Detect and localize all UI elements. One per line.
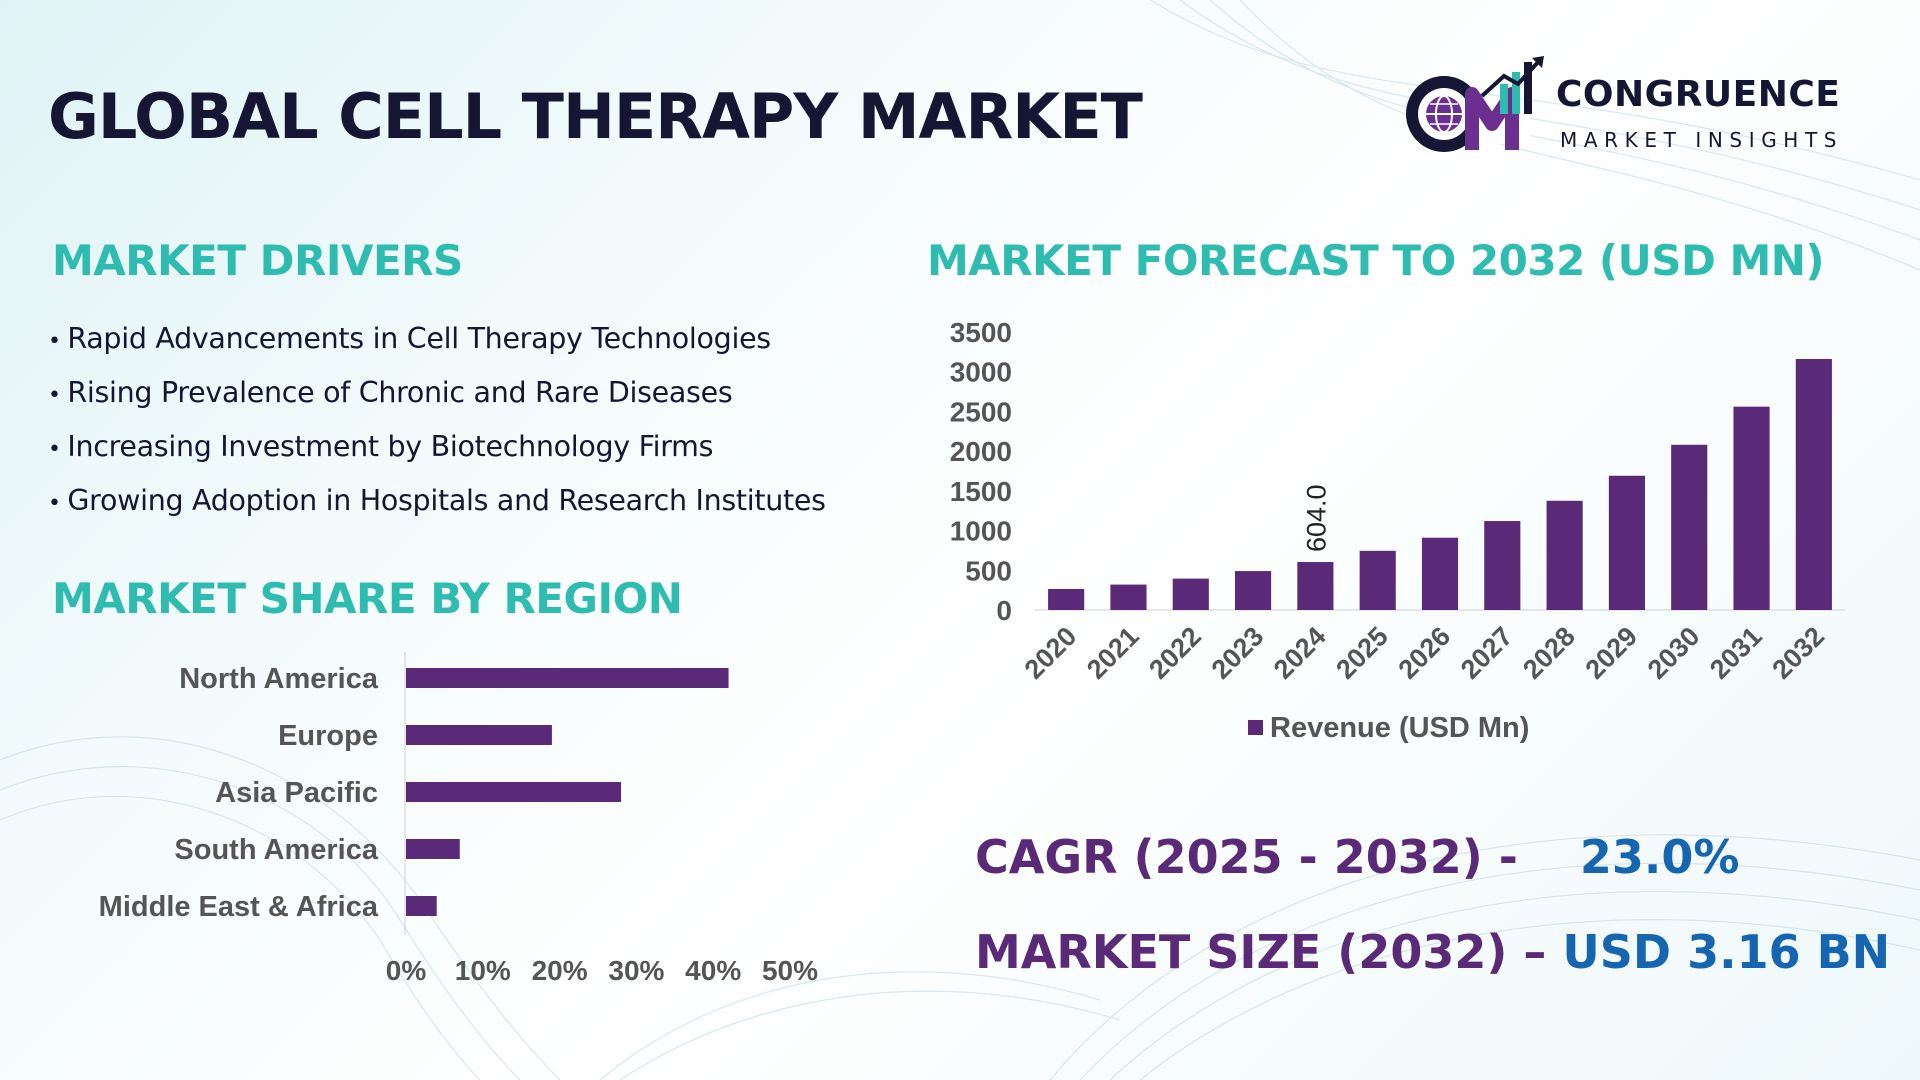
forecast-y-tick-label: 1500 <box>950 476 1012 507</box>
region-x-tick-label: 40% <box>685 955 741 986</box>
driver-item: Rising Prevalence of Chronic and Rare Di… <box>48 366 826 420</box>
legend-swatch <box>1248 720 1263 735</box>
market-size-label: MARKET SIZE (2032) – <box>975 925 1547 979</box>
forecast-bar <box>1484 521 1521 610</box>
page-title: GLOBAL CELL THERAPY MARKET <box>48 80 1143 153</box>
forecast-x-tick-label: 2020 <box>1019 621 1083 685</box>
legend-label: Revenue (USD Mn) <box>1270 712 1529 744</box>
drivers-heading: MARKET DRIVERS <box>52 236 463 285</box>
region-heading: MARKET SHARE BY REGION <box>52 574 683 623</box>
forecast-bar <box>1235 571 1272 610</box>
forecast-x-tick-label: 2027 <box>1455 621 1519 685</box>
region-bar <box>406 725 552 745</box>
market-size-value: USD 3.16 BN <box>1562 925 1891 979</box>
forecast-x-tick-label: 2029 <box>1579 621 1643 685</box>
forecast-y-tick-label: 2000 <box>950 436 1012 467</box>
forecast-x-tick-label: 2026 <box>1393 621 1457 685</box>
logo-mark-icon <box>1406 56 1544 152</box>
forecast-bar <box>1733 406 1770 610</box>
forecast-bar <box>1421 537 1459 610</box>
forecast-data-label: 604.0 <box>1301 484 1331 552</box>
forecast-x-tick-label: 2023 <box>1206 621 1270 685</box>
region-x-tick-label: 10% <box>455 955 511 986</box>
cagr-kpi: CAGR (2025 - 2032) - 23.0% <box>975 830 1740 884</box>
forecast-bar <box>1359 550 1396 610</box>
driver-item: Growing Adoption in Hospitals and Resear… <box>48 474 826 528</box>
region-category-label: Asia Pacific <box>215 777 378 809</box>
company-logo: CONGRUENCE MARKET INSIGHTS <box>1400 54 1870 154</box>
forecast-y-tick-label: 3500 <box>950 317 1012 348</box>
region-x-tick-label: 50% <box>762 955 818 986</box>
market-size-kpi: MARKET SIZE (2032) – USD 3.16 BN <box>975 925 1890 979</box>
forecast-y-tick-label: 500 <box>965 555 1012 586</box>
region-category-label: Middle East & Africa <box>99 891 379 923</box>
forecast-x-tick-label: 2028 <box>1517 621 1581 685</box>
region-share-chart: North America Europe Asia Pacific South Ame… <box>99 652 818 986</box>
forecast-y-tick-label: 2500 <box>950 396 1012 427</box>
forecast-y-tick-label: 3000 <box>950 357 1012 388</box>
driver-item: Increasing Investment by Biotechnology F… <box>48 420 826 474</box>
forecast-bar <box>1671 444 1708 610</box>
forecast-x-tick-label: 2024 <box>1268 621 1332 685</box>
forecast-bar <box>1795 359 1832 610</box>
region-x-tick-label: 30% <box>608 955 664 986</box>
forecast-x-tick-label: 2025 <box>1330 621 1394 685</box>
forecast-x-tick-label: 2031 <box>1704 621 1768 685</box>
driver-item: Rapid Advancements in Cell Therapy Techn… <box>48 312 826 366</box>
forecast-bar <box>1297 562 1334 610</box>
forecast-x-tick-label: 2030 <box>1642 621 1706 685</box>
forecast-bar <box>1172 578 1209 610</box>
forecast-x-tick-label: 2022 <box>1143 621 1207 685</box>
region-bar <box>406 782 622 802</box>
forecast-bar <box>1608 475 1645 610</box>
drivers-list: Rapid Advancements in Cell Therapy Techn… <box>48 312 826 528</box>
logo-tagline: MARKET INSIGHTS <box>1560 128 1844 152</box>
region-category-label: South America <box>174 834 378 866</box>
forecast-y-tick-label: 1000 <box>950 516 1012 547</box>
logo-wordmark: CONGRUENCE <box>1556 74 1841 115</box>
region-category-label: Europe <box>278 720 378 752</box>
forecast-x-tick-label: 2021 <box>1081 621 1145 685</box>
forecast-x-tick-label: 2032 <box>1766 621 1830 685</box>
region-x-tick-label: 20% <box>532 955 588 986</box>
region-bar <box>406 896 437 916</box>
cagr-value: 23.0% <box>1579 830 1740 884</box>
region-bar <box>406 839 460 859</box>
forecast-chart: 0 500 1000 1500 2000 2500 3000 3500 202020212022… <box>950 317 1845 744</box>
forecast-y-tick-label: 0 <box>996 595 1012 626</box>
region-category-label: North America <box>179 663 379 695</box>
forecast-bar <box>1048 588 1085 610</box>
forecast-heading: MARKET FORECAST TO 2032 (USD MN) <box>927 236 1825 285</box>
region-bar <box>406 668 729 688</box>
cagr-label: CAGR (2025 - 2032) - <box>975 830 1518 884</box>
forecast-bar <box>1110 584 1147 610</box>
forecast-bar <box>1546 500 1583 610</box>
region-x-tick-label: 0% <box>386 955 427 986</box>
